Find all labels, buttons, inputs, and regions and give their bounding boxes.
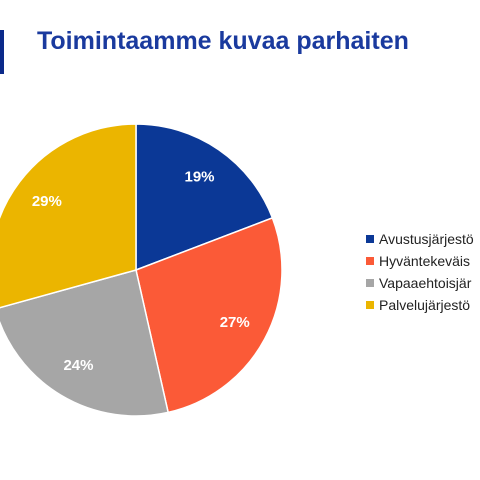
legend-swatch-3 bbox=[366, 279, 374, 287]
chart-title: Toimintaamme kuvaa parhaiten bbox=[37, 27, 409, 55]
slice-value-label-2: 27% bbox=[220, 314, 250, 331]
chart-legend: Avustusjärjestö Hyväntekeväis Vapaaehtoisj… bbox=[366, 228, 480, 316]
legend-label-3: Vapaaehtoisjär bbox=[379, 275, 472, 291]
slice-value-label-1: 19% bbox=[184, 169, 214, 186]
pie-slice-2 bbox=[135, 216, 283, 414]
slide-edge-marker bbox=[0, 30, 4, 74]
pie-slice-1 bbox=[135, 123, 274, 272]
pie-slice-3 bbox=[0, 269, 170, 417]
slice-value-label-3: 24% bbox=[63, 357, 93, 374]
legend-item-1: Avustusjärjestö bbox=[366, 228, 480, 250]
legend-item-4: Palvelujärjestö bbox=[366, 294, 480, 316]
legend-swatch-4 bbox=[366, 301, 374, 309]
legend-label-4: Palvelujärjestö bbox=[379, 297, 471, 313]
legend-label-1: Avustusjärjestö bbox=[379, 231, 474, 247]
legend-swatch-1 bbox=[366, 235, 374, 243]
pie-slice-4 bbox=[0, 123, 137, 309]
legend-item-3: Vapaaehtoisjär bbox=[366, 272, 480, 294]
legend-item-2: Hyväntekeväis bbox=[366, 250, 480, 272]
legend-label-2: Hyväntekeväis bbox=[379, 253, 471, 269]
slice-value-label-4: 29% bbox=[32, 193, 62, 210]
legend-swatch-2 bbox=[366, 257, 374, 265]
